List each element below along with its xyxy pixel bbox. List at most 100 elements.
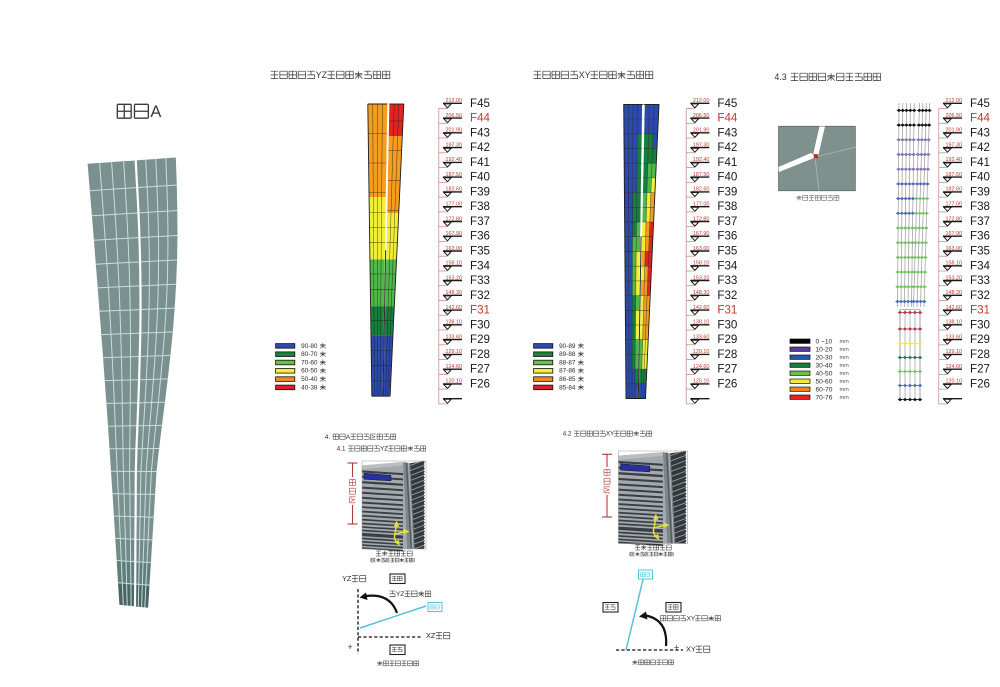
svg-text:212.00: 212.00 <box>446 98 463 104</box>
svg-text:201.90: 201.90 <box>446 128 463 134</box>
svg-text:129.10: 129.10 <box>446 349 463 355</box>
svg-text:85-84: 85-84 <box>559 384 576 391</box>
svg-text:F28: F28 <box>970 348 990 361</box>
svg-text:133.60: 133.60 <box>946 334 963 340</box>
svg-text:4.2: 4.2 <box>563 431 572 438</box>
svg-text:201.90: 201.90 <box>946 128 963 134</box>
svg-text:F45: F45 <box>970 97 990 110</box>
svg-text:F42: F42 <box>717 141 737 154</box>
svg-text:172.80: 172.80 <box>693 216 710 222</box>
svg-text:F44: F44 <box>470 112 491 125</box>
svg-text:192.40: 192.40 <box>446 157 463 163</box>
svg-text:187.50: 187.50 <box>446 172 463 178</box>
svg-text:60-50: 60-50 <box>301 368 318 375</box>
svg-text:86-85: 86-85 <box>559 376 576 383</box>
svg-text:197.30: 197.30 <box>946 142 963 148</box>
svg-text:124.60: 124.60 <box>446 364 463 370</box>
svg-text:mm: mm <box>840 395 850 401</box>
svg-text:F31: F31 <box>717 304 737 317</box>
svg-text:): ) <box>414 558 416 563</box>
svg-text:F38: F38 <box>970 200 990 213</box>
svg-text:(: ( <box>370 558 372 563</box>
svg-text:F28: F28 <box>717 348 737 361</box>
svg-text:F32: F32 <box>717 289 737 302</box>
svg-text:XZ: XZ <box>426 631 436 640</box>
svg-text:142.60: 142.60 <box>693 305 710 311</box>
svg-text:F42: F42 <box>470 141 490 154</box>
svg-text:F40: F40 <box>970 171 990 184</box>
svg-text:167.90: 167.90 <box>946 231 963 237</box>
svg-text:0 ~10: 0 ~10 <box>816 338 833 345</box>
svg-text:+: + <box>348 642 353 652</box>
svg-text:120.10: 120.10 <box>446 379 463 385</box>
svg-text:F44: F44 <box>717 112 738 125</box>
svg-text:mm: mm <box>840 371 850 377</box>
svg-text:F39: F39 <box>970 185 990 198</box>
svg-text:F32: F32 <box>470 289 490 302</box>
svg-text:206.50: 206.50 <box>446 113 463 119</box>
svg-text:A: A <box>150 103 161 121</box>
svg-text:192.40: 192.40 <box>693 157 710 163</box>
svg-text:133.60: 133.60 <box>693 334 710 340</box>
svg-text:mm: mm <box>840 363 850 369</box>
svg-text:XY: XY <box>686 645 696 654</box>
svg-text:187.50: 187.50 <box>946 172 963 178</box>
svg-text:197.30: 197.30 <box>693 142 710 148</box>
svg-text:F35: F35 <box>470 245 490 258</box>
svg-text:F36: F36 <box>470 230 490 243</box>
svg-text:163.00: 163.00 <box>446 246 463 252</box>
svg-text:153.20: 153.20 <box>446 275 463 281</box>
svg-text:mm: mm <box>840 387 850 393</box>
svg-text:158.10: 158.10 <box>946 261 963 267</box>
svg-text:129.10: 129.10 <box>946 349 963 355</box>
svg-text:177.00: 177.00 <box>446 202 463 208</box>
svg-text:F42: F42 <box>970 141 990 154</box>
svg-text:172.80: 172.80 <box>946 216 963 222</box>
svg-text:F41: F41 <box>470 156 490 169</box>
svg-text:158.10: 158.10 <box>446 261 463 267</box>
svg-text:F33: F33 <box>470 274 490 287</box>
svg-text:XY: XY <box>687 615 696 622</box>
svg-text:F34: F34 <box>717 259 738 272</box>
svg-text:153.20: 153.20 <box>693 275 710 281</box>
svg-text:90-80: 90-80 <box>301 343 318 350</box>
svg-text:F30: F30 <box>717 318 737 331</box>
svg-text:124.60: 124.60 <box>693 364 710 370</box>
svg-text:F27: F27 <box>970 363 990 376</box>
svg-text:F29: F29 <box>717 333 737 346</box>
svg-text:88-87: 88-87 <box>559 359 576 366</box>
svg-text:80-70: 80-70 <box>301 351 318 358</box>
svg-text:F38: F38 <box>717 200 737 213</box>
svg-text:148.30: 148.30 <box>693 290 710 296</box>
svg-text:40-50: 40-50 <box>816 370 833 377</box>
svg-text:138.10: 138.10 <box>693 320 710 326</box>
svg-text:133.60: 133.60 <box>446 334 463 340</box>
svg-text:212.00: 212.00 <box>693 98 710 104</box>
svg-text:F29: F29 <box>470 333 490 346</box>
svg-text:F44: F44 <box>970 112 991 125</box>
svg-text:187.50: 187.50 <box>693 172 710 178</box>
svg-text:4.1: 4.1 <box>337 446 346 453</box>
svg-text:206.50: 206.50 <box>946 113 963 119</box>
svg-text:87-86: 87-86 <box>559 368 576 375</box>
svg-text:163.00: 163.00 <box>693 246 710 252</box>
svg-text:201.90: 201.90 <box>693 128 710 134</box>
svg-text:153.20: 153.20 <box>946 275 963 281</box>
svg-text:XY: XY <box>579 70 591 80</box>
svg-text:F43: F43 <box>470 126 490 139</box>
svg-text:F40: F40 <box>717 171 737 184</box>
svg-text:F33: F33 <box>970 274 990 287</box>
svg-text:F28: F28 <box>470 348 490 361</box>
svg-text:F35: F35 <box>717 245 737 258</box>
svg-text:F31: F31 <box>970 304 990 317</box>
svg-text:182.60: 182.60 <box>446 187 463 193</box>
svg-text:30-40: 30-40 <box>816 362 833 369</box>
svg-text:142.60: 142.60 <box>446 305 463 311</box>
svg-text:60-70: 60-70 <box>816 386 833 393</box>
svg-text:F27: F27 <box>470 363 490 376</box>
svg-text:F36: F36 <box>717 230 737 243</box>
svg-text:167.90: 167.90 <box>446 231 463 237</box>
svg-text:70-60: 70-60 <box>301 359 318 366</box>
svg-text:mm: mm <box>840 339 850 345</box>
svg-text:70-76: 70-76 <box>816 394 833 401</box>
